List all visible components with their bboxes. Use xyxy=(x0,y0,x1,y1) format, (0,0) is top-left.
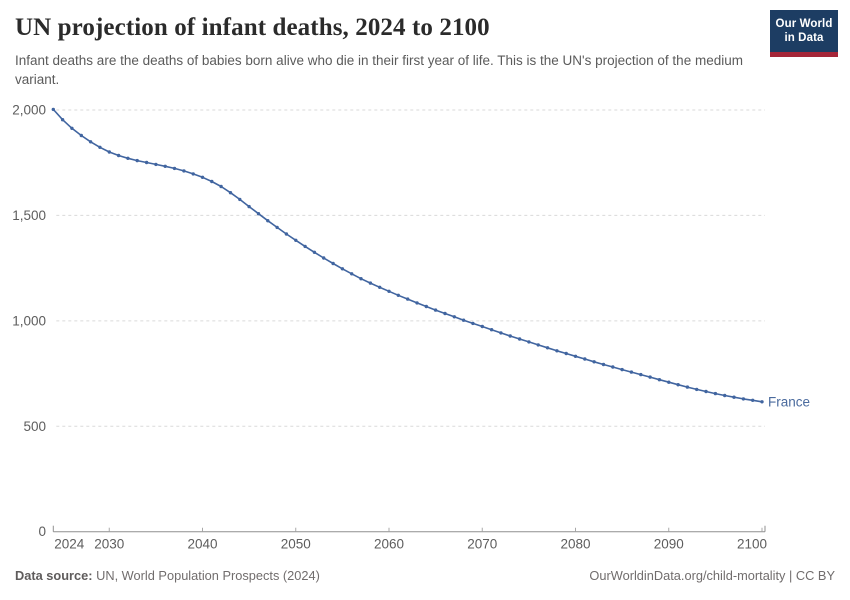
svg-text:2060: 2060 xyxy=(374,537,404,552)
svg-text:1,500: 1,500 xyxy=(12,208,46,223)
svg-text:2024: 2024 xyxy=(54,537,85,552)
x-axis-tick-labels: 2024 2030 2040 2050 2060 2070 2080 2090 2100 xyxy=(54,537,767,552)
svg-text:2080: 2080 xyxy=(560,537,590,552)
owid-link[interactable]: OurWorldinData.org/child-mortality | CC … xyxy=(589,568,835,583)
svg-text:2100: 2100 xyxy=(737,537,767,552)
svg-text:2,000: 2,000 xyxy=(12,103,46,118)
chart-footer: Data source: UN, World Population Prospe… xyxy=(15,568,835,583)
svg-text:2050: 2050 xyxy=(281,537,311,552)
x-axis xyxy=(52,525,766,533)
chart-subtitle: Infant deaths are the deaths of babies b… xyxy=(15,53,743,88)
owid-logo[interactable]: Our World in Data xyxy=(770,10,838,57)
svg-text:2090: 2090 xyxy=(654,537,684,552)
svg-text:1,000: 1,000 xyxy=(12,313,46,328)
svg-text:2070: 2070 xyxy=(467,537,497,552)
chart-header: UN projection of infant deaths, 2024 to … xyxy=(15,14,835,89)
data-source-note: Data source: UN, World Population Prospe… xyxy=(15,568,320,583)
page-title: UN projection of infant deaths, 2024 to … xyxy=(15,14,490,41)
svg-text:2030: 2030 xyxy=(94,537,124,552)
svg-text:0: 0 xyxy=(38,524,46,539)
data-source-label: Data source: xyxy=(15,568,93,583)
owid-logo-line1: Our World xyxy=(775,17,833,30)
svg-text:500: 500 xyxy=(23,419,46,434)
series-label-france[interactable]: France xyxy=(768,394,810,409)
svg-text:2040: 2040 xyxy=(187,537,217,552)
y-axis-tick-labels: 0 500 1,000 1,500 2,000 xyxy=(12,103,46,540)
line-series-france[interactable] xyxy=(51,107,764,404)
owid-logo-line2: in Data xyxy=(784,32,824,44)
owid-link-text[interactable]: OurWorldinData.org/child-mortality | CC … xyxy=(589,568,835,583)
data-source-text: UN, World Population Prospects (2024) xyxy=(92,568,320,583)
gridlines xyxy=(56,109,765,427)
